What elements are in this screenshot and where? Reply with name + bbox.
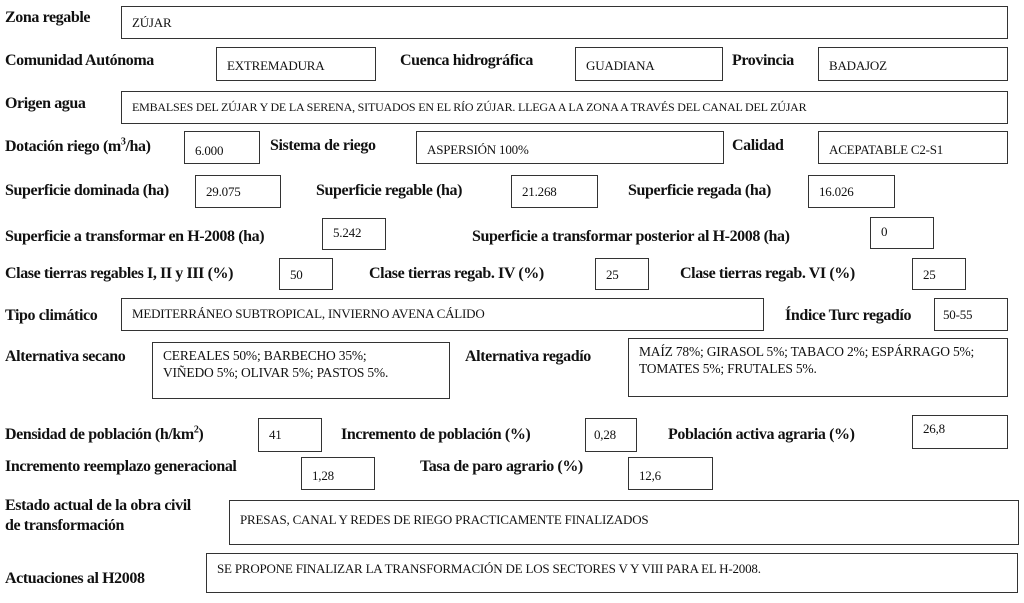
- sup-transformar-post-label: Superficie a transformar posterior al H-…: [472, 228, 790, 245]
- clase-i-iii-field: 50: [279, 258, 333, 290]
- dotacion-label-sup: 3: [120, 136, 126, 148]
- dotacion-label-unit: /ha): [125, 138, 151, 155]
- sup-regada-label: Superficie regada (ha): [628, 182, 771, 199]
- sup-transformar-2008-field: 5.242: [322, 218, 386, 250]
- sup-dominada-field: 29.075: [195, 175, 281, 208]
- densidad-field: 41: [258, 418, 322, 452]
- reemplazo-label: Incremento reemplazo generacional: [5, 458, 237, 475]
- clase-iv-label: Clase tierras regab. IV (%): [369, 265, 544, 282]
- densidad-label: Densidad de población (h/km2): [5, 424, 204, 444]
- comunidad-label: Comunidad Autónoma: [5, 52, 154, 69]
- estado-obra-label-1: Estado actual de la obra civil: [5, 497, 191, 514]
- densidad-label-text: Densidad de población (h/km: [5, 426, 194, 443]
- sup-transformar-2008-label: Superficie a transformar en H-2008 (ha): [5, 228, 265, 245]
- alt-secano-field: CEREALES 50%; BARBECHO 35%; VIÑEDO 5%; O…: [152, 342, 450, 399]
- sup-regable-label: Superficie regable (ha): [316, 182, 463, 199]
- clase-i-iii-label: Clase tierras regables I, II y III (%): [5, 265, 234, 282]
- dotacion-label: Dotación riego (m3/ha): [5, 136, 151, 156]
- clase-vi-field: 25: [912, 258, 966, 290]
- indice-turc-label: Índice Turc regadío: [785, 307, 912, 324]
- sup-transformar-post-field: 0: [870, 217, 934, 249]
- estado-obra-field: PRESAS, CANAL Y REDES DE RIEGO PRACTICAM…: [229, 500, 1019, 545]
- estado-obra-label-2: de transformación: [5, 517, 124, 534]
- reemplazo-field: 1,28: [301, 457, 375, 490]
- sup-regable-field: 21.268: [511, 175, 598, 208]
- origen-agua-field: EMBALSES DEL ZÚJAR Y DE LA SERENA, SITUA…: [121, 91, 1008, 124]
- calidad-label: Calidad: [732, 137, 784, 154]
- provincia-field: BADAJOZ: [818, 47, 1008, 81]
- clase-vi-label: Clase tierras regab. VI (%): [680, 265, 855, 282]
- poblacion-activa-label: Población activa agraria (%): [668, 426, 855, 443]
- densidad-label-sup: 2: [193, 424, 199, 436]
- cuenca-field: GUADIANA: [575, 47, 723, 81]
- sup-dominada-label: Superficie dominada (ha): [5, 182, 169, 199]
- sistema-riego-label: Sistema de riego: [270, 137, 376, 154]
- cuenca-label: Cuenca hidrográfica: [400, 52, 533, 69]
- alt-regadio-field: MAÍZ 78%; GIRASOL 5%; TABACO 2%; ESPÁRRA…: [628, 338, 1008, 397]
- clase-iv-field: 25: [595, 258, 649, 290]
- calidad-field: ACEPATABLE C2-S1: [818, 131, 1008, 164]
- zona-regable-label: Zona regable: [5, 9, 91, 26]
- incremento-poblacion-field: 0,28: [585, 418, 637, 452]
- incremento-poblacion-label: Incremento de población (%): [341, 426, 531, 443]
- comunidad-field: EXTREMADURA: [216, 47, 376, 81]
- origen-agua-label: Origen agua: [5, 95, 86, 112]
- densidad-label-unit: ): [198, 426, 204, 443]
- paro-field: 12,6: [628, 457, 713, 490]
- tipo-climatico-label: Tipo climático: [5, 307, 98, 324]
- poblacion-activa-field: 26,8: [912, 415, 1008, 449]
- tipo-climatico-field: MEDITERRÁNEO SUBTROPICAL, INVIERNO AVENA…: [121, 298, 764, 331]
- indice-turc-field: 50-55: [934, 298, 1008, 331]
- zona-regable-field: ZÚJAR: [121, 6, 1008, 39]
- paro-label: Tasa de paro agrario (%): [420, 458, 583, 475]
- provincia-label: Provincia: [732, 52, 794, 69]
- actuaciones-label: Actuaciones al H2008: [5, 570, 145, 587]
- dotacion-label-text: Dotación riego (m: [5, 138, 121, 155]
- sistema-riego-field: ASPERSIÓN 100%: [416, 131, 724, 164]
- alt-regadio-label: Alternativa regadío: [465, 348, 591, 365]
- dotacion-field: 6.000: [184, 131, 260, 164]
- actuaciones-field: SE PROPONE FINALIZAR LA TRANSFORMACIÓN D…: [206, 553, 1018, 593]
- sup-regada-field: 16.026: [808, 175, 895, 208]
- alt-secano-label: Alternativa secano: [5, 348, 126, 365]
